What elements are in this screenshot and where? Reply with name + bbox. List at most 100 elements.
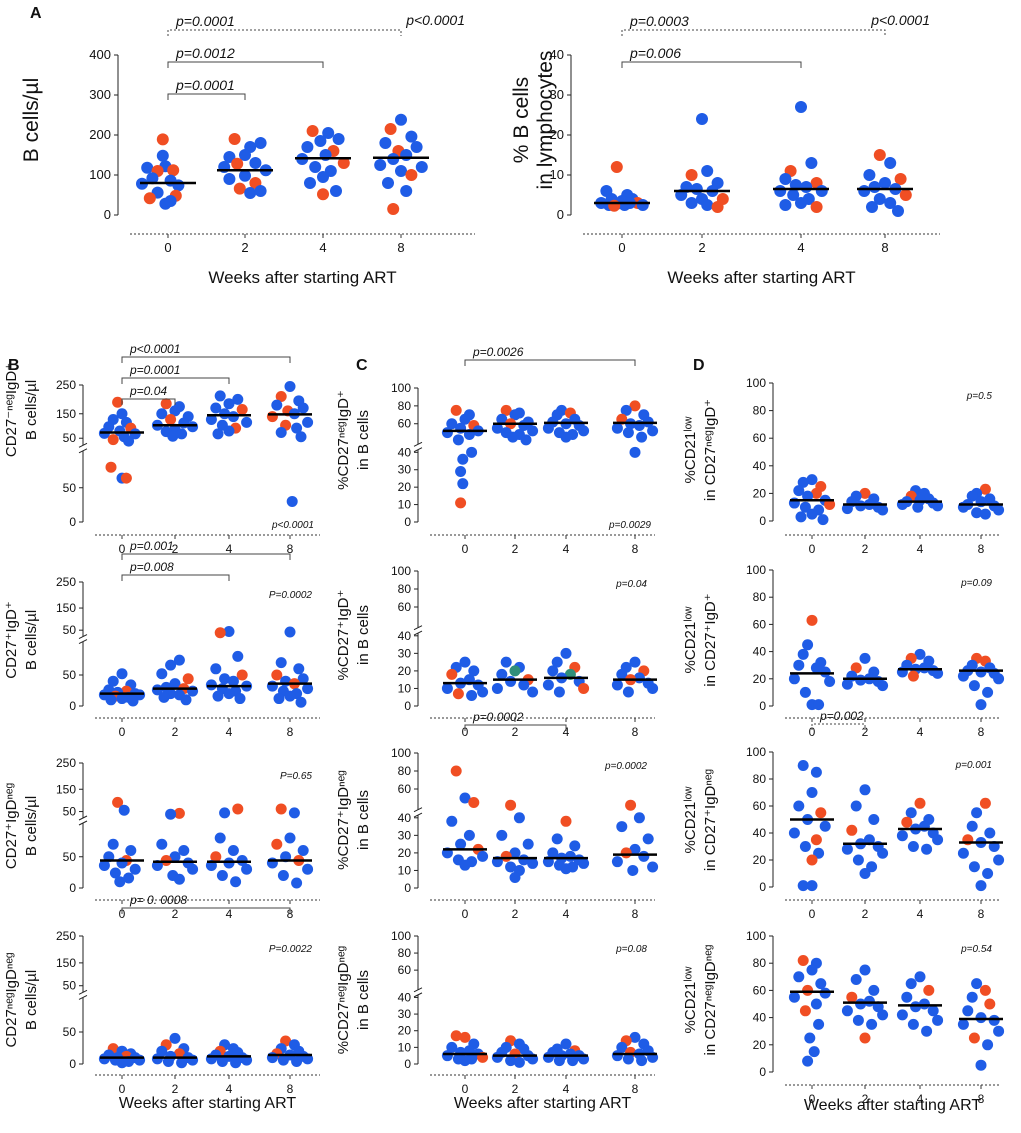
data-point: [982, 1039, 994, 1051]
data-point: [468, 665, 480, 677]
data-point: [560, 863, 572, 875]
bracket-label: p=0.006: [629, 45, 681, 61]
data-point: [172, 179, 185, 192]
y-tick-label: 40: [753, 459, 767, 473]
y-axis-label: B cells/µl: [23, 610, 40, 670]
data-point: [205, 1053, 217, 1065]
data-point: [806, 614, 818, 626]
data-point: [450, 404, 462, 416]
data-point: [793, 800, 805, 812]
y-axis-label: in CD27ⁿᵉᵍIgD⁺: [702, 399, 719, 501]
data-point: [176, 428, 188, 440]
data-point: [459, 1055, 471, 1067]
data-point: [795, 197, 807, 209]
data-point: [173, 654, 185, 666]
data-point: [795, 511, 807, 523]
data-point: [806, 880, 818, 892]
p-value-annotation: p=0.54: [960, 944, 992, 955]
data-point: [271, 399, 283, 411]
data-point: [455, 838, 467, 850]
bracket-label: p=0.002: [819, 709, 864, 723]
data-point: [815, 185, 828, 197]
y-tick-label: 30: [398, 463, 412, 477]
data-point: [233, 182, 246, 195]
x-tick-label: 8: [978, 1092, 985, 1106]
data-point: [859, 487, 871, 499]
data-point: [547, 665, 559, 677]
data-point: [560, 647, 572, 659]
y-tick-label: 250: [56, 929, 76, 943]
y-tick-label: 80: [753, 590, 767, 604]
x-axis-label: Weeks after starting ART: [208, 268, 396, 287]
data-point: [317, 171, 329, 183]
significance-bracket: [121, 356, 291, 363]
y-tick-label: 80: [753, 956, 767, 970]
data-point: [979, 508, 991, 520]
data-point: [160, 398, 172, 410]
data-point: [134, 1054, 146, 1066]
data-point: [107, 838, 119, 850]
data-point: [496, 413, 508, 425]
data-point: [611, 1050, 623, 1062]
x-tick-label: 4: [226, 725, 233, 739]
y-tick-label: 20: [753, 853, 767, 867]
x-tick-label: 0: [809, 542, 816, 556]
x-tick-label: 2: [512, 1082, 519, 1096]
x-tick-label: 0: [119, 725, 126, 739]
data-point: [905, 978, 917, 990]
x-tick-label: 8: [881, 240, 888, 255]
bracket-label: p<0.0001: [129, 342, 180, 356]
data-point: [109, 867, 121, 879]
data-point: [877, 1009, 889, 1021]
data-point: [293, 663, 305, 675]
data-point: [975, 880, 987, 892]
y-axis-label: CD27⁺IgDⁿᵉᵍ: [3, 783, 20, 870]
data-point: [993, 673, 1005, 685]
data-point: [156, 408, 168, 420]
data-point: [802, 1055, 814, 1067]
data-point: [859, 868, 871, 879]
x-tick-label: 4: [563, 1082, 570, 1096]
y-axis-break-mark: [78, 634, 88, 640]
data-point: [187, 863, 199, 875]
data-point: [813, 1018, 825, 1030]
x-axis-label: Weeks after starting ART: [119, 1095, 296, 1112]
y-axis-break-mark: [413, 807, 423, 813]
data-point: [921, 843, 933, 855]
data-point: [450, 1030, 462, 1042]
data-point: [165, 808, 177, 820]
y-tick-label: 40: [753, 1011, 767, 1025]
y-tick-label: 0: [759, 514, 766, 528]
x-tick-label: 4: [319, 240, 326, 255]
data-point: [395, 165, 407, 177]
data-point: [912, 501, 924, 513]
data-point: [271, 669, 283, 681]
data-point: [405, 169, 418, 181]
data-point: [868, 984, 880, 996]
y-tick-label: 10: [398, 498, 412, 512]
x-tick-label: 8: [978, 725, 985, 739]
data-point: [266, 411, 278, 423]
data-point: [578, 857, 590, 869]
data-point: [505, 1055, 517, 1067]
data-point: [802, 490, 814, 502]
data-point: [982, 868, 994, 879]
data-point: [513, 1056, 525, 1068]
data-point: [156, 668, 168, 680]
data-point: [846, 824, 858, 836]
data-point: [123, 435, 135, 447]
data-point: [527, 857, 539, 869]
data-point: [806, 854, 818, 866]
y-axis-break-mark: [413, 441, 423, 447]
data-point: [806, 964, 818, 976]
data-point: [957, 1018, 969, 1030]
x-tick-label: 8: [632, 1082, 639, 1096]
y-tick-label: 0: [69, 1057, 76, 1071]
data-point: [169, 851, 181, 863]
data-point: [824, 676, 836, 688]
data-point: [302, 863, 314, 875]
data-point: [629, 400, 641, 412]
data-point: [509, 665, 521, 677]
